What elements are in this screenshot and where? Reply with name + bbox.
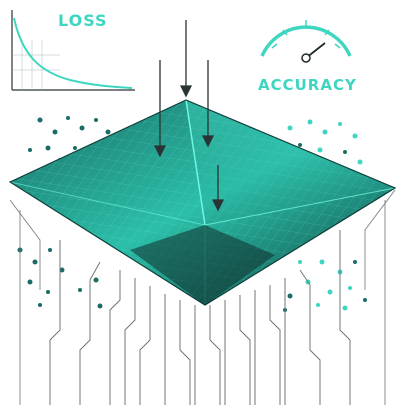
loss-curve-icon [13,17,133,89]
loss-surface [8,99,397,306]
loss-label: LOSS [58,11,108,30]
accuracy-label: ACCURACY [258,76,357,94]
arrow-down-icon [153,20,225,212]
accuracy-gauge-icon [260,20,352,63]
circuit-traces [9,189,396,405]
loss-chart [11,10,135,91]
